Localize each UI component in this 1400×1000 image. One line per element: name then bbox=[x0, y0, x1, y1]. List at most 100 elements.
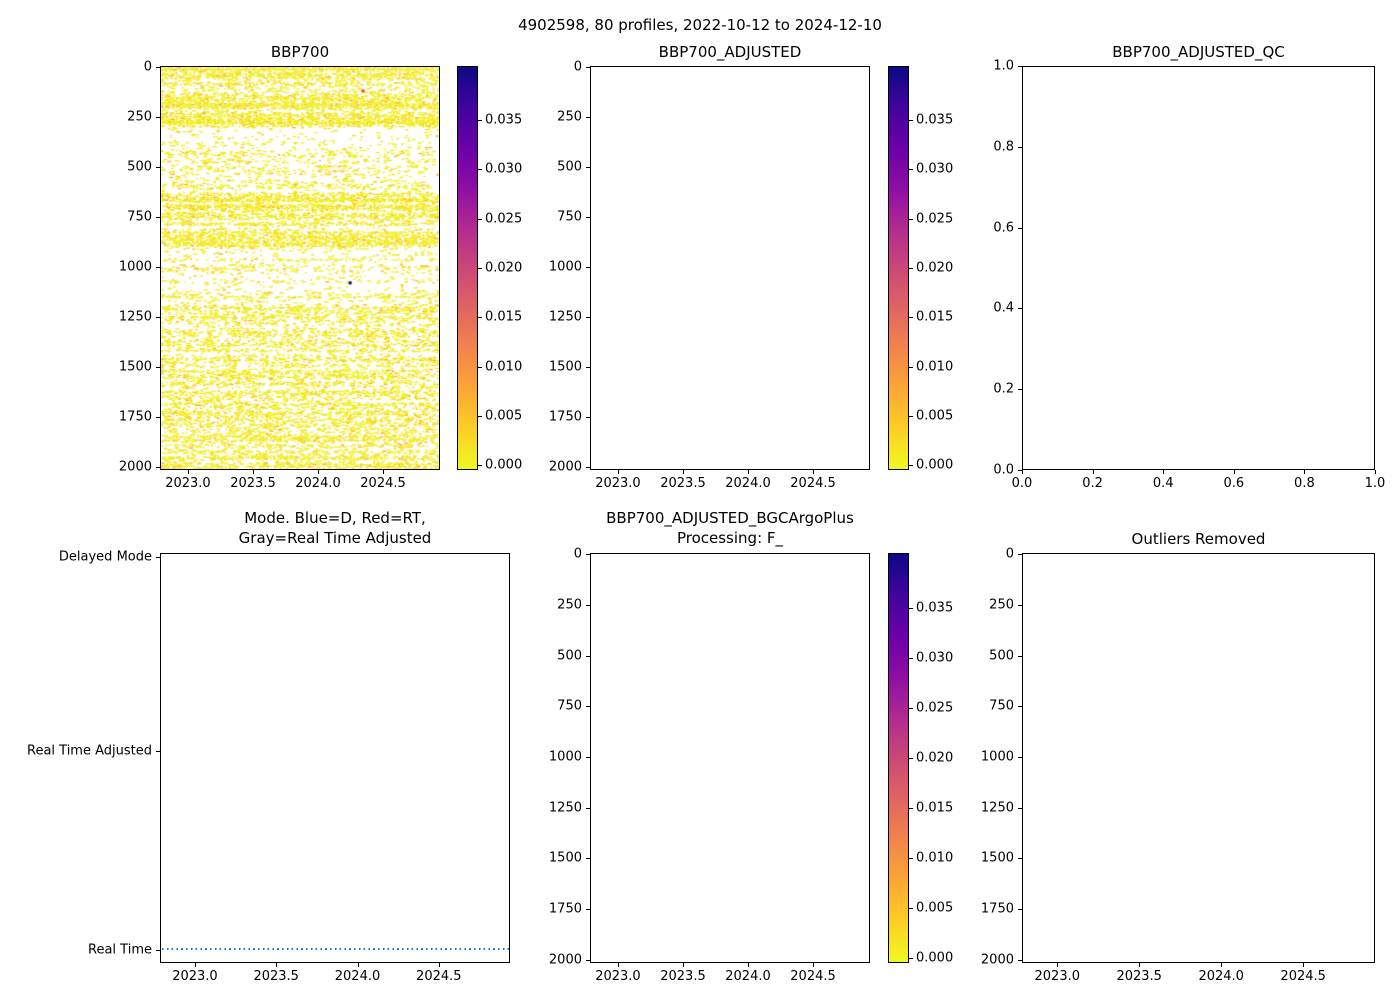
y-tick-label: 750 bbox=[557, 698, 582, 714]
scatter-data-bbp700 bbox=[161, 67, 439, 469]
y-tick-mark bbox=[156, 751, 160, 752]
x-tick-mark bbox=[813, 470, 815, 474]
y-tick-label: 1750 bbox=[548, 409, 582, 425]
x-tick-label: 2024.0 bbox=[295, 476, 341, 491]
x-tick-label: 2024.0 bbox=[334, 969, 381, 984]
colorbar-tick-label: 0.000 bbox=[916, 457, 954, 473]
x-tick-mark bbox=[276, 963, 278, 967]
x-tick-mark bbox=[1139, 963, 1141, 967]
y-tick-mark bbox=[586, 367, 590, 368]
colorbar-tick-mark bbox=[478, 169, 482, 171]
colorbar-tick-label: 0.035 bbox=[485, 112, 523, 128]
x-tick-label: 2023.0 bbox=[165, 476, 211, 491]
colorbar-tick-mark bbox=[909, 958, 913, 959]
colorbar-tick-label: 0.025 bbox=[485, 211, 523, 227]
mode-line-real-time bbox=[162, 948, 509, 950]
colorbar-tick-label: 0.025 bbox=[916, 211, 954, 227]
y-tick-mark bbox=[586, 706, 590, 708]
y-tick-label: 1250 bbox=[118, 309, 152, 325]
colorbar-tick-mark bbox=[478, 268, 482, 269]
x-tick-label: 2023.5 bbox=[1116, 969, 1162, 984]
colorbar-tick-mark bbox=[478, 465, 482, 467]
y-tick-label: Real Time bbox=[88, 942, 152, 958]
colorbar-tick-label: 0.000 bbox=[485, 457, 523, 473]
x-tick-mark bbox=[748, 470, 749, 474]
colorbar-tick-label: 0.010 bbox=[916, 359, 954, 375]
y-tick-mark bbox=[156, 417, 160, 418]
subplot-title-bbp700-adjusted-qc: BBP700_ADJUSTED_QC bbox=[1112, 43, 1285, 61]
x-tick-label: 2024.5 bbox=[360, 476, 406, 491]
colorbar-tick-mark bbox=[478, 415, 482, 417]
y-tick-label: 1750 bbox=[980, 901, 1014, 917]
x-tick-mark bbox=[1221, 963, 1223, 967]
plot-area-mode bbox=[160, 553, 510, 963]
y-tick-label: 750 bbox=[557, 209, 582, 225]
plot-area-bgcargoplus bbox=[590, 553, 870, 963]
y-tick-mark bbox=[1018, 706, 1022, 708]
y-tick-label: 250 bbox=[557, 597, 582, 613]
y-tick-mark bbox=[586, 167, 590, 168]
colorbar-tick-label: 0.015 bbox=[485, 309, 523, 325]
y-tick-label: 1.0 bbox=[993, 58, 1014, 74]
colorbar-tick-mark bbox=[478, 120, 482, 122]
subplot-title-line: BBP700_ADJUSTED_BGCArgoPlus bbox=[606, 509, 854, 527]
y-tick-mark bbox=[586, 67, 590, 68]
y-tick-label: 0.6 bbox=[993, 220, 1014, 236]
plot-area-bbp700 bbox=[160, 66, 440, 470]
colorbar-tick-label: 0.030 bbox=[916, 650, 954, 666]
x-tick-mark bbox=[438, 963, 440, 967]
y-tick-mark bbox=[586, 554, 590, 555]
y-tick-label: 1500 bbox=[548, 359, 582, 375]
x-tick-mark bbox=[1375, 470, 1376, 474]
y-tick-mark bbox=[156, 267, 160, 268]
x-tick-label: 0.4 bbox=[1152, 476, 1174, 491]
y-tick-label: 0.8 bbox=[993, 139, 1014, 155]
y-tick-mark bbox=[586, 217, 590, 218]
plot-area-outliers_removed bbox=[1022, 553, 1375, 963]
colorbar-tick-label: 0.000 bbox=[916, 950, 954, 966]
x-tick-label: 2024.5 bbox=[790, 969, 836, 984]
colorbar-tick-label: 0.020 bbox=[916, 260, 954, 276]
subplot-title-bbp700-adjusted: BBP700_ADJUSTED bbox=[658, 43, 802, 61]
x-tick-mark bbox=[1057, 963, 1059, 967]
colorbar-tick-mark bbox=[909, 608, 913, 609]
y-tick-mark bbox=[1018, 227, 1022, 229]
y-tick-label: 750 bbox=[989, 698, 1014, 714]
y-tick-mark bbox=[1018, 554, 1022, 555]
y-tick-label: 500 bbox=[557, 648, 582, 663]
y-tick-mark bbox=[1018, 146, 1022, 148]
colorbar-tick-mark bbox=[909, 218, 913, 220]
y-tick-mark bbox=[1018, 389, 1022, 391]
colorbar-tick-mark bbox=[909, 908, 913, 909]
y-tick-mark bbox=[586, 909, 590, 911]
x-tick-mark bbox=[252, 470, 254, 474]
y-tick-label: 0.4 bbox=[993, 300, 1014, 316]
colorbar-tick-label: 0.015 bbox=[916, 800, 954, 816]
plot-area-bbp700_adjusted_qc bbox=[1022, 66, 1375, 470]
subplot-title-line: Mode. Blue=D, Red=RT, bbox=[244, 509, 426, 527]
y-tick-label: 1250 bbox=[548, 309, 582, 325]
x-tick-label: 2023.0 bbox=[172, 969, 218, 984]
subplot-title-outliers-removed: Outliers Removed bbox=[1131, 530, 1266, 548]
x-tick-mark bbox=[1233, 470, 1235, 474]
y-tick-mark bbox=[586, 858, 590, 860]
y-tick-label: 250 bbox=[127, 109, 152, 125]
x-tick-label: 0.8 bbox=[1294, 476, 1315, 491]
colorbar-tick-mark bbox=[909, 268, 913, 269]
x-tick-label: 2023.5 bbox=[253, 969, 299, 984]
colorbar-tick-label: 0.035 bbox=[916, 600, 954, 616]
x-tick-mark bbox=[194, 963, 196, 967]
colorbar-tick-label: 0.005 bbox=[916, 408, 954, 424]
colorbar-tick-mark bbox=[909, 858, 913, 859]
colorbar-tick-label: 0.030 bbox=[916, 161, 954, 177]
subplot-title-mode: Mode. Blue=D, Red=RT, Gray=Real Time Adju… bbox=[160, 509, 510, 548]
colorbar-tick-label: 0.005 bbox=[916, 900, 954, 916]
colorbar-tick-mark bbox=[909, 758, 913, 759]
y-tick-label: 500 bbox=[557, 159, 582, 175]
y-tick-label: 250 bbox=[989, 597, 1014, 613]
y-tick-label: 1000 bbox=[980, 749, 1014, 765]
x-tick-mark bbox=[617, 963, 619, 967]
y-tick-label: 1250 bbox=[548, 800, 582, 816]
y-tick-mark bbox=[1018, 66, 1022, 67]
